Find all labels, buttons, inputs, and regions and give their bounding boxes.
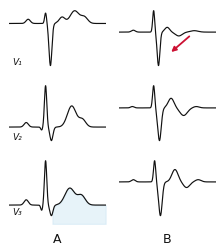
Text: V₂: V₂ [13, 133, 22, 142]
Text: V₁: V₁ [13, 58, 22, 67]
Text: B: B [163, 233, 172, 246]
Text: V₃: V₃ [13, 208, 22, 217]
Text: A: A [53, 233, 61, 246]
